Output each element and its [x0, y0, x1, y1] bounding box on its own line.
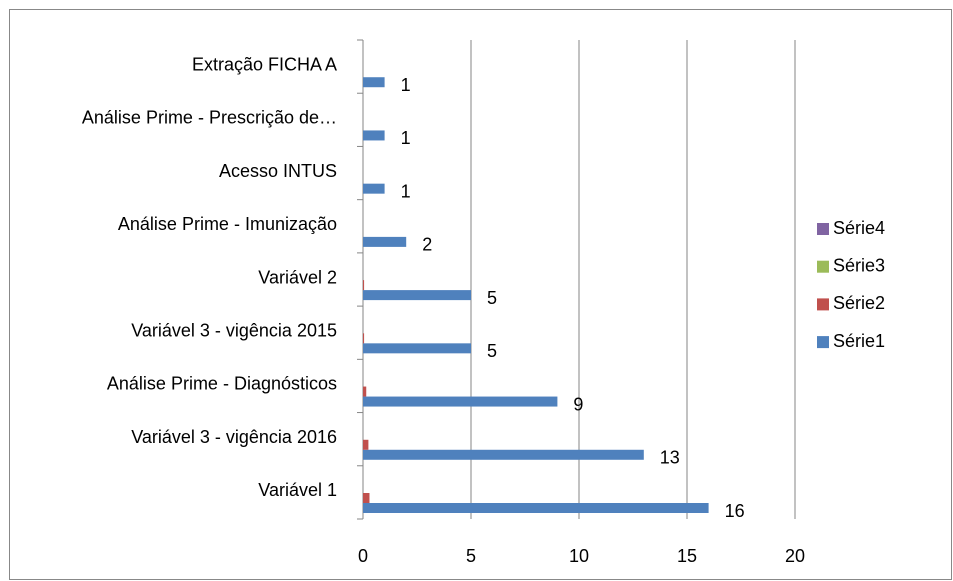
legend-label: Série2 [833, 293, 885, 313]
data-label: 5 [487, 341, 497, 361]
legend-label: Série1 [833, 331, 885, 351]
y-tick-label: Análise Prime - Diagnósticos [107, 374, 337, 394]
data-label: 9 [573, 394, 583, 414]
x-tick-label: 15 [677, 546, 697, 566]
data-label: 1 [401, 128, 411, 148]
chart-border [9, 9, 952, 580]
y-tick-label: Análise Prime - Prescrição de… [82, 108, 337, 128]
legend-swatch [817, 223, 829, 235]
x-tick-label: 20 [785, 546, 805, 566]
y-tick-label: Acesso INTUS [219, 161, 337, 181]
bar [363, 183, 385, 194]
legend-swatch [817, 260, 829, 273]
bar [363, 343, 471, 354]
y-tick-label: Variável 3 - vigência 2016 [131, 427, 337, 447]
bar [363, 236, 407, 247]
legend-swatch [817, 298, 829, 311]
bar [363, 280, 365, 291]
bar [363, 503, 709, 513]
data-label: 1 [401, 181, 411, 201]
x-tick-label: 10 [569, 546, 589, 566]
x-tick-label: 5 [466, 546, 476, 566]
y-tick-label: Análise Prime - Imunização [118, 214, 337, 234]
bar [363, 130, 385, 141]
bar [363, 333, 365, 344]
bar [363, 439, 369, 450]
y-tick-label: Variável 2 [258, 267, 337, 287]
x-tick-label: 0 [358, 546, 368, 566]
legend-swatch [817, 336, 829, 349]
data-label: 2 [422, 235, 432, 255]
bar [363, 493, 370, 503]
bar [363, 386, 367, 397]
bar [363, 396, 558, 407]
legend-label: Série4 [833, 218, 885, 238]
data-label: 16 [725, 501, 745, 521]
data-label: 5 [487, 288, 497, 308]
y-tick-label: Variável 1 [258, 480, 337, 500]
bar [363, 449, 644, 460]
y-tick-label: Extração FICHA A [192, 54, 337, 74]
data-label: 13 [660, 448, 680, 468]
bar [363, 77, 385, 88]
bar [363, 290, 471, 301]
y-tick-label: Variável 3 - vigência 2015 [131, 320, 337, 340]
legend-label: Série3 [833, 255, 885, 275]
data-label: 1 [401, 75, 411, 95]
